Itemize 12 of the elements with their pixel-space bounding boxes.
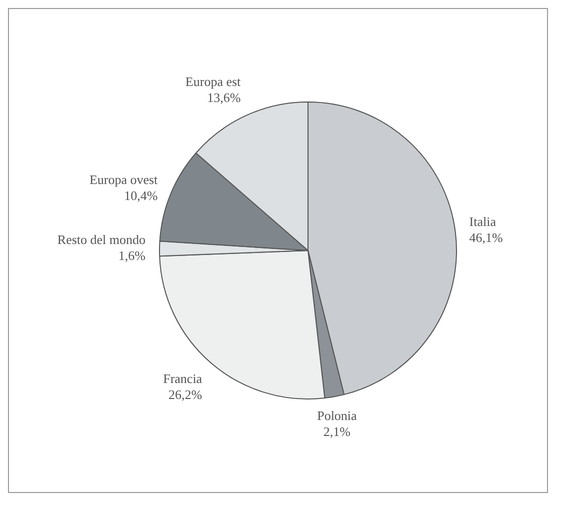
data-label: 1,6% [118,248,146,263]
slice-label: Resto del mondo [57,232,146,247]
slice-label: Polonia [317,408,358,423]
data-label: 2,1% [323,424,351,439]
slice-label: Europa ovest [89,172,158,188]
data-label: 26,2% [168,387,202,402]
slice-label: Italia [469,214,496,230]
slice-label: Europa est [185,74,242,90]
data-label: 46,1% [469,230,504,246]
data-label: 13,6% [207,90,241,106]
slice-label: Francia [163,371,202,386]
data-label: 10,4% [124,188,158,204]
